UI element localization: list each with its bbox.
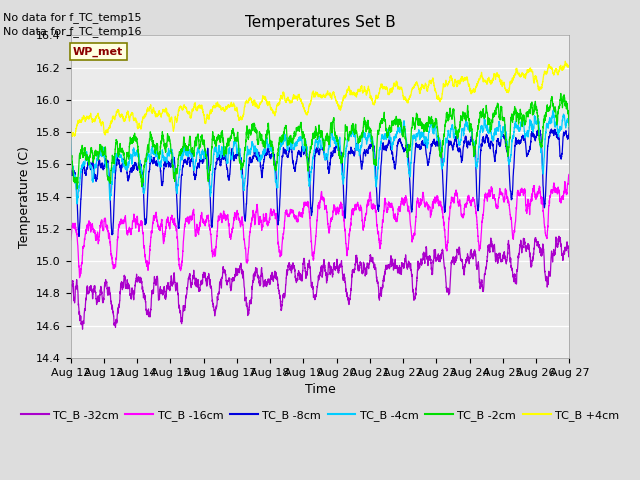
X-axis label: Time: Time	[305, 383, 335, 396]
Title: Temperatures Set B: Temperatures Set B	[244, 15, 396, 30]
Text: No data for f_TC_temp16: No data for f_TC_temp16	[3, 26, 141, 37]
Y-axis label: Temperature (C): Temperature (C)	[17, 146, 31, 248]
Text: No data for f_TC_temp15: No data for f_TC_temp15	[3, 12, 141, 23]
Text: WP_met: WP_met	[73, 47, 124, 57]
Legend: TC_B -32cm, TC_B -16cm, TC_B -8cm, TC_B -4cm, TC_B -2cm, TC_B +4cm: TC_B -32cm, TC_B -16cm, TC_B -8cm, TC_B …	[17, 406, 623, 425]
